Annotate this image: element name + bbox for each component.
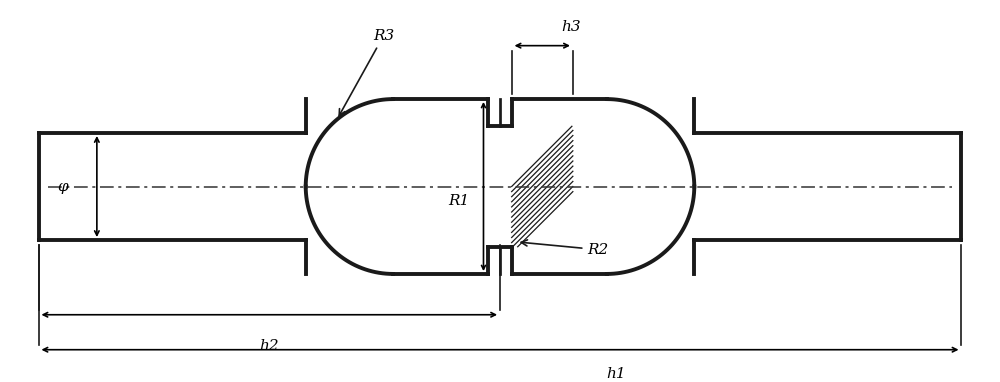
Text: h3: h3 xyxy=(562,20,581,34)
Text: R2: R2 xyxy=(521,240,609,257)
Text: h2: h2 xyxy=(259,339,279,353)
Text: φ: φ xyxy=(58,180,68,194)
Text: R1: R1 xyxy=(449,194,470,208)
Text: R3: R3 xyxy=(339,29,394,115)
Text: h1: h1 xyxy=(607,367,626,381)
